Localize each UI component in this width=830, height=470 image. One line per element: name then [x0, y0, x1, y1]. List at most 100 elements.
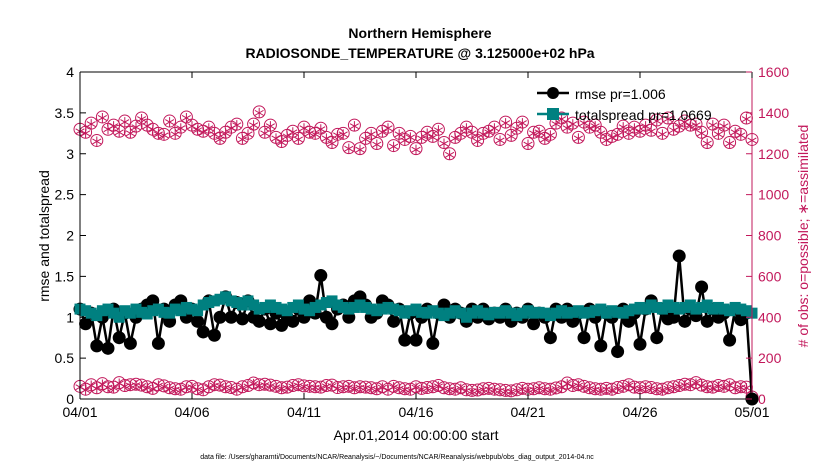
obs-high-assimilated-marker [529, 128, 539, 139]
rmse-point [387, 314, 401, 328]
obs-high-assimilated-marker [741, 114, 751, 125]
totalspread-point [701, 299, 713, 311]
obs-high-assimilated-marker [327, 138, 337, 149]
y-left-tick-label: 0 [66, 391, 74, 407]
x-tick-label: 04/16 [398, 404, 433, 420]
obs-high-assimilated-marker [680, 117, 690, 128]
obs-high-assimilated-marker [355, 144, 365, 155]
obs-high-assimilated-marker [125, 128, 135, 139]
obs-high-assimilated-marker [97, 112, 107, 123]
totalspread-point [505, 307, 517, 319]
y-right-tick-label: 1000 [758, 187, 789, 203]
obs-high-assimilated-marker [478, 129, 488, 140]
totalspread-point [634, 301, 646, 313]
totalspread-point [528, 307, 540, 319]
obs-high-assimilated-marker [641, 121, 651, 132]
obs-low-assimilated-marker [215, 380, 225, 391]
totalspread-point [248, 299, 260, 311]
totalspread-point [494, 307, 506, 319]
rmse-point [409, 333, 423, 347]
rmse-point [263, 317, 277, 331]
totalspread-point [567, 306, 579, 318]
totalspread-point [119, 305, 131, 317]
totalspread-point [472, 305, 484, 317]
totalspread-point [600, 307, 612, 319]
obs-high-assimilated-marker [377, 127, 387, 138]
obs-high-assimilated-marker [702, 138, 712, 149]
totalspread-point [690, 303, 702, 315]
obs-high-assimilated-marker [596, 128, 606, 139]
obs-high-assimilated-marker [506, 131, 516, 142]
obs-low-assimilated-marker [226, 383, 236, 394]
obs-high-assimilated-marker [293, 134, 303, 145]
totalspread-point [410, 303, 422, 315]
rmse-point [611, 345, 625, 359]
obs-low-assimilated-marker [137, 380, 147, 391]
totalspread-point [180, 301, 192, 313]
obs-low-assimilated-marker [685, 380, 695, 391]
obs-high-assimilated-marker [652, 116, 662, 127]
obs-high-assimilated-marker [265, 121, 275, 132]
obs-high-assimilated-marker [405, 132, 415, 143]
totalspread-point [320, 297, 332, 309]
obs-high-assimilated-marker [685, 121, 695, 132]
obs-low-assimilated-marker [545, 385, 555, 396]
rmse-point [678, 314, 692, 328]
obs-low-assimilated-marker [243, 381, 253, 392]
rmse-point [196, 325, 210, 339]
obs-low-assimilated-marker [366, 383, 376, 394]
obs-low-assimilated-marker [601, 384, 611, 395]
legend-rmse-marker [547, 87, 559, 99]
obs-high-assimilated-marker [209, 129, 219, 140]
y-right-tick-label: 0 [758, 391, 766, 407]
rmse-point [543, 331, 557, 345]
obs-high-assimilated-marker [657, 129, 667, 140]
totalspread-point [606, 305, 618, 317]
obs-high-assimilated-marker [254, 107, 264, 118]
legend-rmse-label: rmse pr=1.006 [575, 86, 666, 102]
obs-low-assimilated-marker [249, 378, 259, 389]
obs-low-assimilated-marker [585, 383, 595, 394]
obs-high-assimilated-marker [495, 135, 505, 146]
rmse-point [650, 331, 664, 345]
obs-high-assimilated-marker [618, 122, 628, 133]
totalspread-point [203, 297, 215, 309]
totalspread-point [544, 310, 556, 322]
obs-high-assimilated-marker [344, 143, 354, 154]
rmse-point [672, 249, 686, 263]
obs-low-assimilated-marker [159, 381, 169, 392]
totalspread-point [393, 305, 405, 317]
totalspread-point [315, 299, 327, 311]
obs-high-assimilated-marker [719, 121, 729, 132]
obs-low-assimilated-marker [109, 382, 119, 393]
rmse-point [314, 269, 328, 283]
y-left-tick-label: 1 [66, 309, 74, 325]
obs-low-assimilated-marker [372, 384, 382, 395]
obs-high-assimilated-marker [607, 132, 617, 143]
obs-low-assimilated-marker [232, 385, 242, 396]
totalspread-point [511, 310, 523, 322]
obs-high-assimilated-marker [137, 114, 147, 125]
totalspread-point [354, 299, 366, 311]
obs-low-assimilated-marker [204, 382, 214, 393]
obs-high-assimilated-marker [321, 133, 331, 144]
obs-high-assimilated-marker [411, 144, 421, 155]
obs-low-assimilated-marker [316, 382, 326, 393]
totalspread-point [113, 311, 125, 323]
obs-low-assimilated-marker [260, 380, 270, 391]
obs-low-assimilated-marker [288, 381, 298, 392]
obs-low-assimilated-marker [484, 384, 494, 395]
totalspread-point [147, 305, 159, 317]
obs-low-assimilated-marker [193, 384, 203, 395]
obs-high-assimilated-marker [271, 133, 281, 144]
low-obs-markers [73, 376, 759, 404]
obs-high-assimilated-marker [148, 124, 158, 135]
totalspread-point [561, 307, 573, 319]
totalspread-point [270, 301, 282, 313]
obs-high-assimilated-marker [366, 129, 376, 140]
totalspread-point [612, 306, 624, 318]
totalspread-point [729, 301, 741, 313]
obs-high-assimilated-marker [288, 127, 298, 138]
obs-low-assimilated-marker [265, 380, 275, 391]
obs-high-assimilated-marker [629, 123, 639, 134]
